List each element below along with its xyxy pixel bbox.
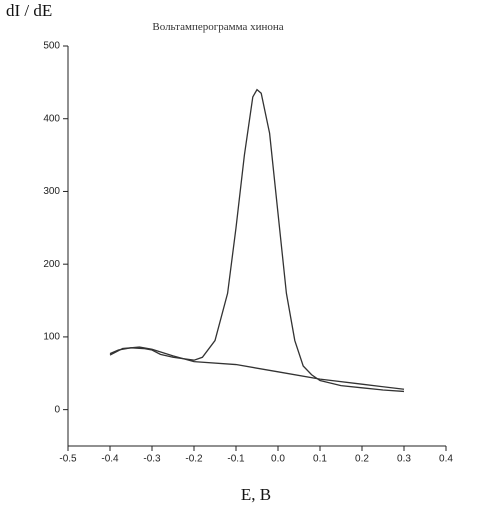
y-axis-title: dI / dE — [6, 1, 52, 20]
chart-title: Вольтамперограмма хинона — [152, 21, 283, 33]
x-tick-label: -0.2 — [185, 454, 203, 465]
y-tick-label: 500 — [43, 41, 60, 52]
y-tick-label: 400 — [43, 113, 60, 124]
y-tick-label: 300 — [43, 186, 60, 197]
x-tick-label: -0.4 — [101, 454, 119, 465]
x-tick-label: -0.1 — [227, 454, 245, 465]
curve — [109, 346, 405, 390]
x-tick-label: 0.3 — [397, 454, 411, 465]
y-tick-label: 100 — [43, 332, 60, 343]
x-axis-title: E, B — [241, 485, 271, 504]
x-tick-label: 0.1 — [313, 454, 327, 465]
y-tick-label: 200 — [43, 259, 60, 270]
x-tick-label: 0.0 — [271, 454, 285, 465]
curve — [109, 88, 405, 393]
x-tick-label: 0.2 — [355, 454, 369, 465]
x-tick-label: 0.4 — [439, 454, 453, 465]
x-tick-label: -0.5 — [59, 454, 77, 465]
x-tick-label: -0.3 — [143, 454, 161, 465]
y-tick-label: 0 — [54, 404, 60, 415]
